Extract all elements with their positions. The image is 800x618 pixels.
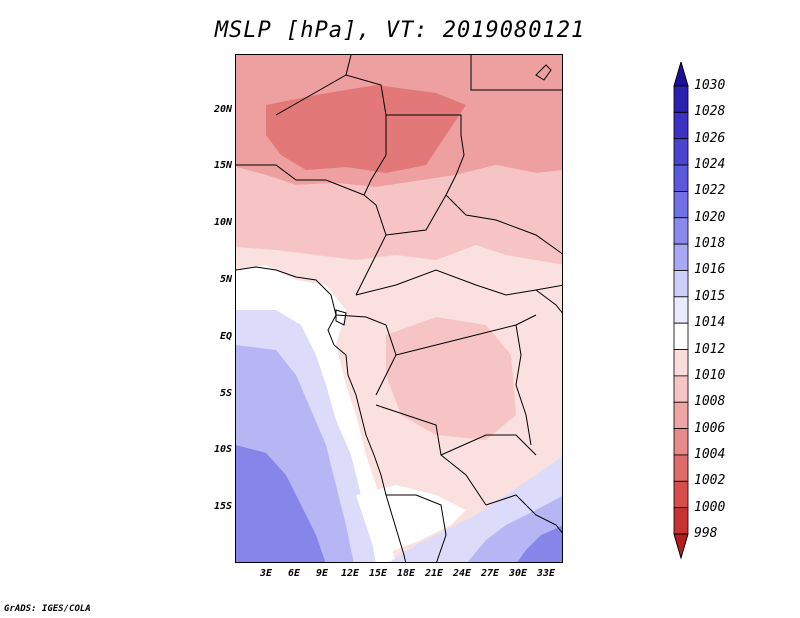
lon-tick-3e: 3E [259, 568, 273, 579]
colorbar-segment [673, 507, 689, 535]
colorbar-label: 1004 [694, 446, 726, 462]
colorbar-segment [673, 296, 689, 324]
field-light-pink-mid [236, 165, 562, 265]
lon-tick-24e: 24E [452, 568, 472, 579]
lat-tick-eq: EQ [219, 331, 232, 342]
lon-tick-30e: 30E [508, 568, 528, 579]
lat-tick-10s: 10S [213, 444, 232, 455]
lat-tick-20n: 20N [213, 104, 232, 115]
field-high-blue [236, 445, 326, 562]
field-light-pink-congo [386, 317, 516, 440]
colorbar-label: 1026 [694, 130, 726, 146]
pressure-map [235, 54, 563, 563]
lon-tick-21e: 21E [424, 568, 444, 579]
lat-tick-15n: 15N [213, 160, 232, 171]
colorbar-label: 1018 [694, 236, 726, 252]
colorbar-label: 1020 [694, 209, 726, 225]
colorbar-label: 1030 [694, 78, 726, 93]
colorbar-segment [673, 111, 689, 140]
lon-tick-9e: 9E [315, 568, 329, 579]
field-white-south [356, 485, 466, 555]
grads-credit: GrADS: IGES/COLA [4, 604, 91, 614]
colorbar-label: 1002 [694, 473, 726, 489]
colorbar-bottom-triangle [673, 533, 689, 560]
lon-tick-6e: 6E [287, 568, 301, 579]
borders [236, 55, 562, 562]
field-pink-top-edge [236, 55, 562, 81]
colorbar-segment [673, 375, 689, 403]
field-deep-pink-north [266, 85, 466, 173]
colorbar-segment [673, 85, 689, 113]
colorbar-label: 1016 [694, 262, 726, 278]
colorbar-segment [673, 138, 689, 166]
colorbar-segment [673, 401, 689, 429]
colorbar-segment [673, 191, 689, 219]
colorbar-label: 1006 [694, 420, 726, 436]
colorbar-label: 1024 [694, 157, 726, 173]
map-title: MSLP [hPa], VT: 2019080121 [214, 18, 586, 43]
lon-tick-33e: 33E [536, 568, 556, 579]
colorbar [673, 62, 689, 560]
colorbar-segment [673, 217, 689, 245]
lon-tick-27e: 27E [480, 568, 500, 579]
colorbar-label: 1010 [694, 367, 726, 383]
colorbar-segment [673, 322, 689, 350]
lon-tick-12e: 12E [340, 568, 360, 579]
colorbar-segment [673, 270, 689, 298]
colorbar-label: 1000 [694, 499, 726, 515]
lat-tick-10n: 10N [213, 217, 232, 228]
field-high-blue-southeast [517, 525, 562, 562]
lat-tick-5s: 5S [219, 388, 232, 399]
colorbar-segment [673, 428, 689, 456]
pressure-field [236, 55, 562, 562]
colorbar-label: 1015 [694, 288, 726, 304]
colorbar-segment [673, 454, 689, 482]
colorbar-segment [673, 349, 689, 377]
colorbar-label: 1028 [694, 104, 726, 120]
colorbar-segment [673, 164, 689, 192]
colorbar-label: 998 [694, 526, 718, 541]
colorbar-label: 1022 [694, 183, 726, 199]
lat-tick-15s: 15S [213, 501, 232, 512]
lon-tick-18e: 18E [396, 568, 416, 579]
colorbar-segment [673, 243, 689, 271]
lon-tick-15e: 15E [368, 568, 388, 579]
lat-tick-5n: 5N [219, 274, 232, 285]
colorbar-top-triangle [673, 62, 689, 87]
colorbar-segment [673, 480, 689, 509]
colorbar-label: 1008 [694, 394, 726, 410]
colorbar-label: 1014 [694, 315, 726, 331]
colorbar-label: 1012 [694, 341, 726, 357]
